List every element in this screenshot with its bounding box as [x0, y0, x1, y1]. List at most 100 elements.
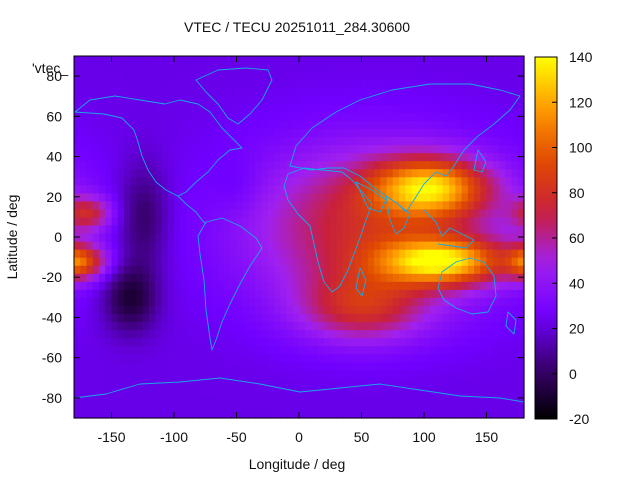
heatmap-cell: [324, 321, 331, 331]
heatmap-cell: [405, 337, 413, 347]
heatmap-cell: [367, 305, 375, 315]
heatmap-cell: [467, 232, 475, 242]
heatmap-cell: [236, 281, 244, 290]
heatmap-cell: [142, 128, 150, 138]
heatmap-cell: [192, 216, 200, 226]
heatmap-cell: [367, 88, 375, 97]
heatmap-cell: [274, 120, 281, 129]
heatmap-cell: [511, 393, 519, 403]
heatmap-cell: [224, 232, 231, 242]
heatmap-cell: [517, 305, 525, 315]
heatmap-cell: [155, 313, 163, 323]
heatmap-cell: [330, 393, 338, 403]
heatmap-cell: [517, 409, 525, 419]
heatmap-cell: [167, 72, 175, 81]
heatmap-cell: [374, 345, 381, 355]
heatmap-cell: [211, 361, 219, 371]
heatmap-cell: [499, 353, 506, 363]
heatmap-cell: [436, 241, 444, 250]
heatmap-cell: [499, 265, 506, 274]
heatmap-cell: [292, 385, 300, 395]
heatmap-cell: [99, 401, 106, 411]
heatmap-cell: [342, 289, 350, 298]
heatmap-cell: [186, 136, 194, 146]
heatmap-cell: [161, 313, 169, 323]
heatmap-cell: [280, 184, 288, 194]
heatmap-cell: [274, 56, 281, 65]
heatmap-cell: [249, 337, 256, 347]
heatmap-cell: [511, 64, 519, 73]
heatmap-cell: [255, 216, 263, 226]
heatmap-cell: [342, 224, 350, 234]
heatmap-cell: [280, 144, 288, 154]
heatmap-cell: [211, 160, 219, 170]
heatmap-cell: [174, 216, 181, 226]
heatmap-cell: [155, 297, 163, 306]
heatmap-cell: [392, 321, 400, 331]
heatmap-cell: [161, 208, 169, 218]
heatmap-cell: [149, 353, 156, 363]
heatmap-cell: [480, 224, 488, 234]
heatmap-cell: [436, 112, 444, 121]
heatmap-cell: [355, 345, 363, 355]
heatmap-cell: [280, 321, 288, 331]
heatmap-cell: [242, 369, 250, 379]
heatmap-cell: [280, 305, 288, 315]
heatmap-cell: [355, 224, 363, 234]
heatmap-cell: [355, 160, 363, 170]
heatmap-cell: [99, 72, 106, 81]
heatmap-cell: [336, 313, 344, 323]
heatmap-cell: [361, 160, 369, 170]
heatmap-cell: [167, 353, 175, 363]
heatmap-cell: [486, 257, 494, 266]
heatmap-cell: [74, 265, 81, 274]
heatmap-cell: [86, 345, 94, 355]
heatmap-cell: [436, 289, 444, 298]
heatmap-cell: [386, 361, 394, 371]
heatmap-cell: [374, 249, 381, 258]
x-tick-label: -100: [160, 429, 188, 445]
heatmap-cell: [311, 200, 319, 210]
heatmap-cell: [336, 401, 344, 411]
heatmap-cell: [311, 160, 319, 170]
heatmap-cell: [261, 345, 269, 355]
heatmap-cell: [336, 297, 344, 306]
heatmap-cell: [74, 305, 81, 315]
heatmap-cell: [236, 152, 244, 162]
heatmap-cell: [380, 377, 388, 387]
heatmap-cell: [242, 401, 250, 411]
heatmap-cell: [492, 192, 500, 202]
heatmap-cell: [311, 361, 319, 371]
heatmap-cell: [305, 305, 313, 315]
heatmap-cell: [230, 120, 238, 129]
heatmap-cell: [217, 88, 225, 97]
heatmap-cell: [217, 192, 225, 202]
heatmap-cell: [261, 128, 269, 138]
heatmap-cell: [149, 120, 156, 129]
heatmap-cell: [105, 192, 113, 202]
heatmap-cell: [217, 329, 225, 339]
heatmap-cell: [349, 184, 356, 194]
heatmap-cell: [292, 192, 300, 202]
heatmap-cell: [392, 337, 400, 347]
heatmap-cell: [517, 160, 525, 170]
heatmap-cell: [155, 96, 163, 105]
heatmap-cell: [174, 232, 181, 242]
heatmap-cell: [474, 313, 481, 323]
heatmap-cell: [167, 128, 175, 138]
heatmap-cell: [386, 88, 394, 97]
heatmap-cell: [305, 313, 313, 323]
heatmap-cell: [80, 208, 88, 218]
heatmap-cell: [424, 72, 431, 81]
heatmap-cell: [461, 273, 469, 282]
heatmap-cell: [242, 249, 250, 258]
heatmap-cell: [217, 401, 225, 411]
heatmap-cell: [442, 313, 450, 323]
heatmap-cell: [192, 297, 200, 306]
heatmap-cell: [286, 120, 294, 129]
heatmap-cell: [211, 345, 219, 355]
heatmap-cell: [374, 72, 381, 81]
heatmap-cell: [217, 56, 225, 65]
heatmap-cell: [467, 128, 475, 138]
heatmap-cell: [217, 144, 225, 154]
